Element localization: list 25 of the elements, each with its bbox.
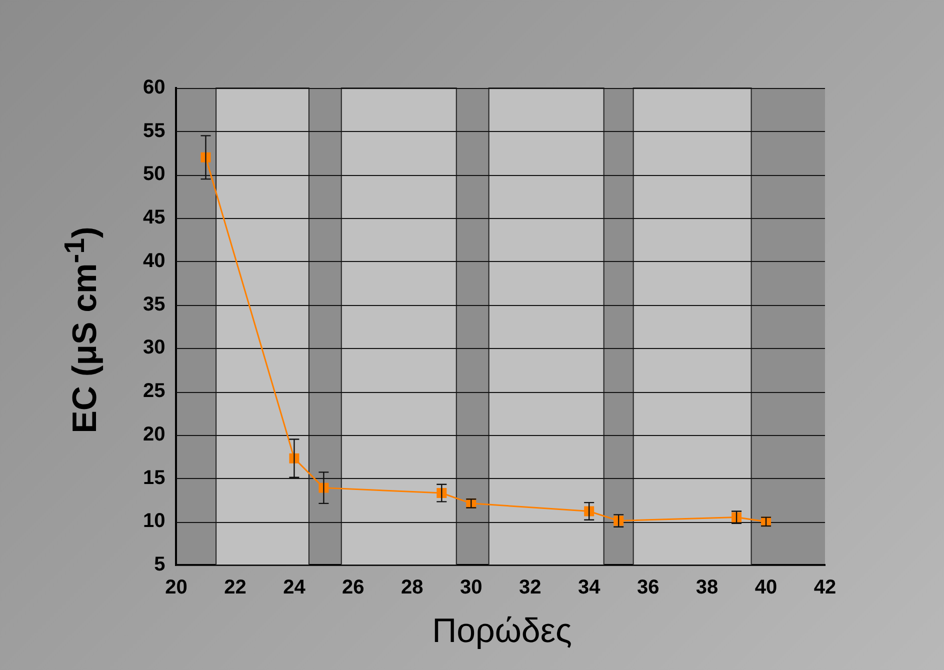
y-tick-label: 60: [142, 76, 166, 99]
x-tick-label: 28: [401, 576, 424, 599]
x-axis-title: Πορώδες: [431, 612, 573, 651]
y-tick-label: 50: [142, 163, 166, 186]
x-tick-label: 34: [578, 576, 602, 599]
x-tick-label: 24: [283, 576, 306, 599]
y-tick-label: 30: [142, 336, 166, 359]
x-tick-label: 30: [460, 576, 482, 599]
x-tick-label: 22: [224, 576, 246, 599]
y-tick-label: 25: [142, 380, 166, 402]
y-tick-label: 55: [142, 120, 166, 142]
x-tick-label: 20: [165, 576, 188, 599]
x-tick-label: 36: [636, 576, 660, 599]
x-tick-label: 26: [342, 576, 364, 599]
y-tick-label: 20: [142, 423, 166, 446]
x-tick-label: 42: [814, 576, 836, 599]
x-tick-label: 32: [518, 576, 542, 599]
y-tick-label: 10: [142, 510, 166, 532]
x-tick-label: 38: [696, 576, 718, 599]
y-tick-label: 45: [142, 206, 166, 229]
y-tick-label: 35: [142, 293, 166, 316]
y-tick-label: 5: [154, 554, 166, 576]
x-tick-label: 40: [754, 576, 778, 599]
y-tick-label: 40: [142, 250, 166, 272]
y-tick-label: 15: [142, 466, 166, 489]
